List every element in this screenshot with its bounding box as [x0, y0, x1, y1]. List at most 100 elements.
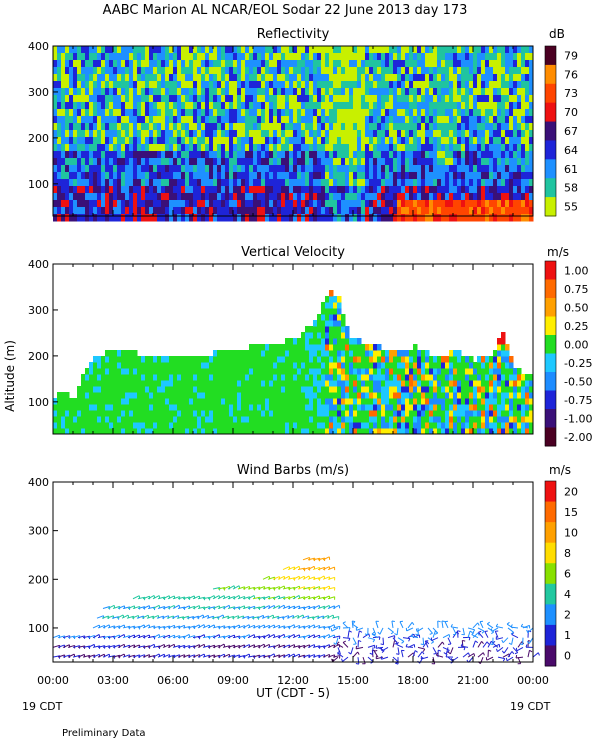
reflectivity-cell — [345, 165, 350, 173]
reflectivity-cell — [57, 144, 62, 152]
reflectivity-cell — [373, 67, 378, 75]
velocity-cell — [301, 332, 306, 339]
reflectivity-cell — [133, 102, 138, 110]
reflectivity-cell — [485, 151, 490, 159]
velocity-cell — [165, 392, 170, 399]
reflectivity-cell — [309, 130, 314, 138]
reflectivity-cell — [69, 137, 74, 145]
reflectivity-cell — [513, 151, 518, 159]
reflectivity-cell — [365, 95, 370, 103]
velocity-cell — [289, 368, 294, 375]
reflectivity-cell — [309, 193, 314, 201]
velocity-cell — [173, 392, 178, 399]
reflectivity-cell — [345, 123, 350, 131]
velocity-cell — [249, 416, 254, 423]
reflectivity-cell — [89, 214, 94, 222]
reflectivity-cell — [177, 74, 182, 82]
reflectivity-cell — [125, 214, 130, 222]
reflectivity-cell — [197, 116, 202, 124]
velocity-cell — [177, 410, 182, 417]
velocity-cell — [513, 428, 518, 435]
velocity-cell — [249, 362, 254, 369]
velocity-cell — [185, 362, 190, 369]
velocity-cell — [193, 386, 198, 393]
reflectivity-cell — [529, 172, 534, 180]
wind-barb — [307, 654, 315, 658]
reflectivity-cell — [397, 81, 402, 89]
reflectivity-cell — [421, 200, 426, 208]
reflectivity-cell — [297, 186, 302, 194]
velocity-cell — [229, 416, 234, 423]
velocity-cell — [137, 374, 142, 381]
velocity-cell — [377, 368, 382, 375]
reflectivity-cell — [169, 109, 174, 117]
reflectivity-cell — [185, 137, 190, 145]
reflectivity-cell — [73, 165, 78, 173]
reflectivity-cell — [517, 214, 522, 222]
reflectivity-cell — [333, 172, 338, 180]
reflectivity-cell — [257, 207, 262, 215]
reflectivity-cell — [429, 179, 434, 187]
reflectivity-cell — [125, 123, 130, 131]
reflectivity-cell — [357, 123, 362, 131]
reflectivity-cell — [149, 193, 154, 201]
reflectivity-cell — [349, 186, 354, 194]
reflectivity-cell — [413, 130, 418, 138]
velocity-cell — [321, 326, 326, 333]
reflectivity-cell — [197, 214, 202, 222]
reflectivity-cell — [509, 53, 514, 61]
reflectivity-cell — [253, 165, 258, 173]
reflectivity-cell — [377, 130, 382, 138]
velocity-cell — [157, 404, 162, 411]
velocity-cell — [53, 398, 58, 405]
reflectivity-cell — [333, 193, 338, 201]
reflectivity-cell — [409, 214, 414, 222]
velocity-cell — [121, 386, 126, 393]
reflectivity-cell — [409, 88, 414, 96]
colorbar-label: 0.75 — [564, 283, 589, 296]
velocity-cell — [421, 380, 426, 387]
velocity-cell — [269, 392, 274, 399]
reflectivity-cell — [209, 214, 214, 222]
velocity-cell — [449, 404, 454, 411]
reflectivity-cell — [497, 144, 502, 152]
reflectivity-cell — [237, 214, 242, 222]
velocity-cell — [201, 386, 206, 393]
reflectivity-cell — [133, 123, 138, 131]
velocity-cell — [313, 356, 318, 363]
velocity-cell — [309, 332, 314, 339]
velocity-cell — [89, 422, 94, 429]
reflectivity-cell — [341, 116, 346, 124]
velocity-cell — [261, 356, 266, 363]
reflectivity-cell — [245, 137, 250, 145]
reflectivity-cell — [137, 186, 142, 194]
reflectivity-cell — [505, 81, 510, 89]
reflectivity-cell — [145, 179, 150, 187]
velocity-cell — [425, 380, 430, 387]
reflectivity-cell — [461, 151, 466, 159]
velocity-cell — [229, 362, 234, 369]
velocity-cell — [361, 344, 366, 351]
reflectivity-cell — [285, 144, 290, 152]
reflectivity-cell — [449, 172, 454, 180]
reflectivity-cell — [309, 165, 314, 173]
velocity-cell — [85, 398, 90, 405]
reflectivity-cell — [125, 200, 130, 208]
reflectivity-cell — [353, 53, 358, 61]
reflectivity-cell — [285, 200, 290, 208]
reflectivity-cell — [485, 144, 490, 152]
reflectivity-cell — [101, 186, 106, 194]
reflectivity-cell — [129, 46, 134, 54]
velocity-cell — [237, 410, 242, 417]
reflectivity-cell — [73, 144, 78, 152]
reflectivity-cell — [373, 144, 378, 152]
reflectivity-cell — [329, 179, 334, 187]
velocity-cell — [245, 410, 250, 417]
reflectivity-cell — [97, 130, 102, 138]
velocity-cell — [525, 404, 530, 411]
velocity-cell — [217, 374, 222, 381]
velocity-cell — [229, 422, 234, 429]
wind-barb — [147, 655, 155, 658]
velocity-cell — [521, 392, 526, 399]
reflectivity-cell — [273, 81, 278, 89]
